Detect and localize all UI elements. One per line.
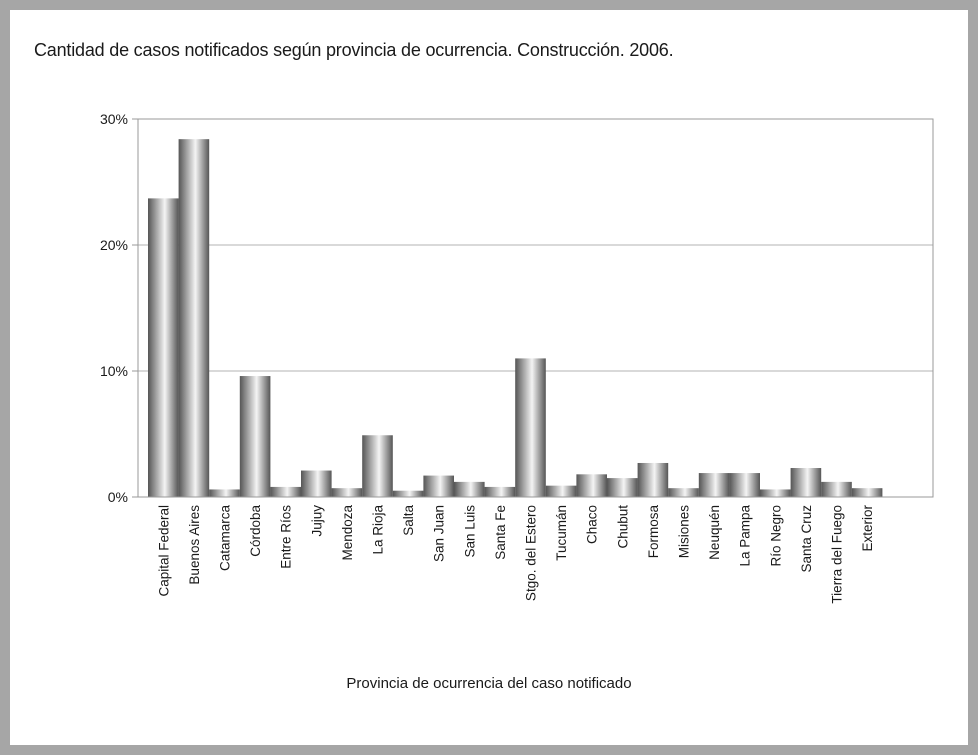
x-axis-label: Provincia de ocurrencia del caso notific… <box>346 675 632 692</box>
bar <box>515 358 546 497</box>
y-tick-label: 30% <box>100 111 128 127</box>
x-tick-label: Mendoza <box>340 505 355 561</box>
x-tick-label: Stgo. del Estero <box>524 505 539 601</box>
x-tick-label: Río Negro <box>768 505 783 567</box>
bar <box>851 488 883 497</box>
x-tick-label: Santa Fe <box>493 505 508 560</box>
x-tick-label: Exterior <box>860 504 875 551</box>
bar <box>607 478 638 497</box>
bar <box>331 488 363 497</box>
bar <box>454 481 485 497</box>
bar <box>362 435 393 497</box>
bar <box>392 490 424 497</box>
bar <box>423 475 454 497</box>
chart-title: Cantidad de casos notificados según prov… <box>34 40 674 60</box>
y-tick-label: 0% <box>108 489 128 505</box>
bar <box>576 474 607 497</box>
x-tick-label: San Juan <box>432 505 447 562</box>
x-tick-label: Misiones <box>677 505 692 559</box>
bar <box>821 481 852 497</box>
x-tick-label: Salta <box>401 505 416 536</box>
x-tick-label: Buenos Aires <box>187 505 202 585</box>
bar <box>545 485 577 497</box>
bar <box>484 486 516 497</box>
x-tick-label: Tierra del Fuego <box>830 505 845 604</box>
x-tick-label: Capital Federal <box>156 505 171 597</box>
x-tick-label: Chaco <box>585 505 600 544</box>
x-tick-label: Entre Ríos <box>279 505 294 569</box>
bar <box>668 488 699 497</box>
bar <box>270 486 301 497</box>
bar <box>637 462 669 497</box>
bar <box>178 139 210 497</box>
x-tick-label: La Pampa <box>738 505 753 567</box>
bar <box>790 468 822 497</box>
x-tick-label: Chubut <box>615 505 630 549</box>
x-tick-label: Jujuy <box>309 505 324 537</box>
x-tick-label: Córdoba <box>248 505 263 557</box>
bar <box>760 489 791 497</box>
chart-panel: Cantidad de casos notificados según prov… <box>10 10 968 745</box>
bar <box>729 473 760 497</box>
x-tick-label: Neuquén <box>707 505 722 560</box>
x-tick-label: Formosa <box>646 505 661 559</box>
bar-chart: 0% 10% 20% 30% Capital Federal Buenos Aires Ca… <box>100 111 934 604</box>
bar <box>698 473 730 497</box>
x-tick-label: Catamarca <box>218 505 233 572</box>
bar <box>239 376 271 497</box>
bar <box>209 489 240 497</box>
y-tick-label: 10% <box>100 363 128 379</box>
x-tick-label: Santa Cruz <box>799 505 814 573</box>
y-tick-label: 20% <box>100 237 128 253</box>
bar <box>148 198 179 497</box>
x-tick-label: San Luis <box>462 505 477 558</box>
x-tick-label: La Rioja <box>371 505 386 555</box>
bar <box>301 470 332 497</box>
x-tick-label: Tucumán <box>554 505 569 561</box>
